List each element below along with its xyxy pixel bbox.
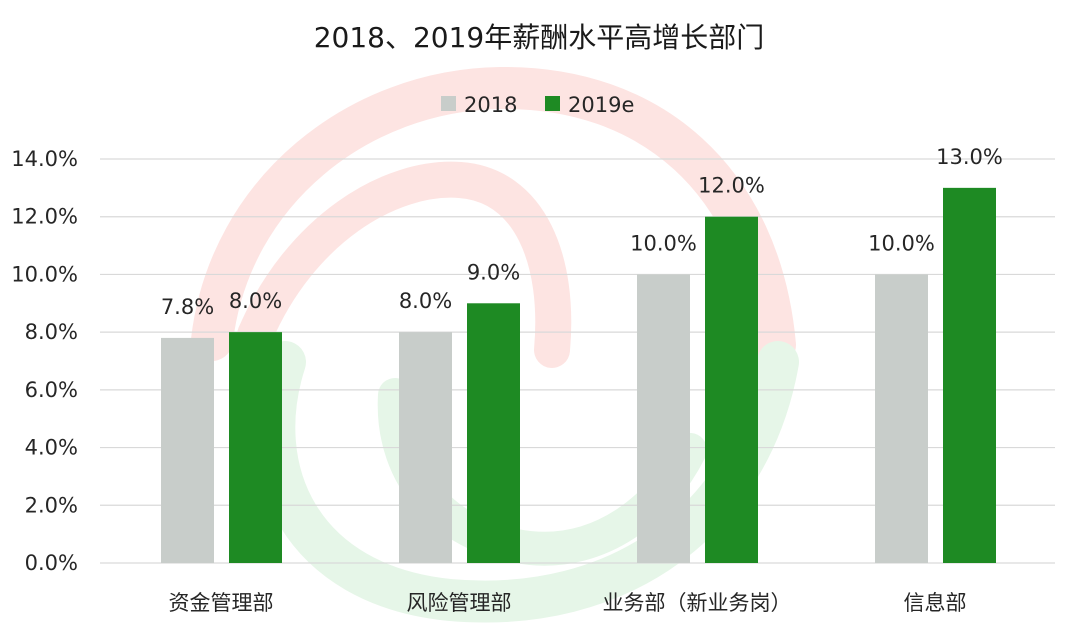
chart-title: 2018、2019年薪酬水平高增长部门 xyxy=(314,21,765,54)
watermark-green-outer-arc xyxy=(253,341,799,623)
bar-2019e-1 xyxy=(467,303,520,563)
bars xyxy=(161,187,996,563)
category-label: 信息部 xyxy=(904,591,967,615)
category-label: 业务部（新业务岗） xyxy=(603,591,792,615)
y-tick-label: 0.0% xyxy=(25,551,78,575)
bar-2018-2 xyxy=(637,274,690,563)
x-axis-category-labels: 资金管理部 风险管理部 业务部（新业务岗） 信息部 xyxy=(169,591,967,615)
data-label-2018-3: 10.0% xyxy=(868,231,935,255)
y-tick-label: 2.0% xyxy=(25,493,78,517)
bar-2018-1 xyxy=(399,332,452,563)
bar-2019e-0 xyxy=(229,332,282,563)
data-label-2019e-3: 13.0% xyxy=(936,145,1003,169)
data-label-2018-0: 7.8% xyxy=(161,295,214,319)
legend-swatch-2018 xyxy=(441,96,456,111)
bar-2019e-3 xyxy=(943,187,996,563)
legend: 2018 2019e xyxy=(441,93,634,117)
bar-2019e-2 xyxy=(705,216,758,563)
watermark-red-inner-arc xyxy=(237,161,572,368)
legend-label-2018: 2018 xyxy=(464,93,517,117)
data-label-2018-2: 10.0% xyxy=(630,231,697,255)
data-labels: 7.8% 8.0% 8.0% 9.0% 10.0% 12.0% 10.0% 13.0% xyxy=(161,145,1003,319)
data-label-2019e-0: 8.0% xyxy=(229,289,282,313)
category-label: 风险管理部 xyxy=(407,591,512,615)
y-tick-label: 10.0% xyxy=(11,262,78,286)
y-tick-label: 8.0% xyxy=(25,320,78,344)
legend-swatch-2019e xyxy=(545,96,560,111)
y-tick-label: 14.0% xyxy=(11,147,78,171)
legend-label-2019e: 2019e xyxy=(568,93,634,117)
y-tick-label: 12.0% xyxy=(11,205,78,229)
watermark-red-outer-arc xyxy=(191,66,796,366)
category-label: 资金管理部 xyxy=(169,591,274,615)
y-tick-label: 6.0% xyxy=(25,378,78,402)
y-tick-label: 4.0% xyxy=(25,436,78,460)
bar-2018-0 xyxy=(161,337,214,563)
data-label-2018-1: 8.0% xyxy=(399,289,452,313)
data-label-2019e-1: 9.0% xyxy=(467,260,520,284)
bar-2018-3 xyxy=(875,274,928,563)
data-label-2019e-2: 12.0% xyxy=(698,174,765,198)
y-axis-tick-labels: 0.0% 2.0% 4.0% 6.0% 8.0% 10.0% 12.0% 14.0% xyxy=(11,147,78,575)
